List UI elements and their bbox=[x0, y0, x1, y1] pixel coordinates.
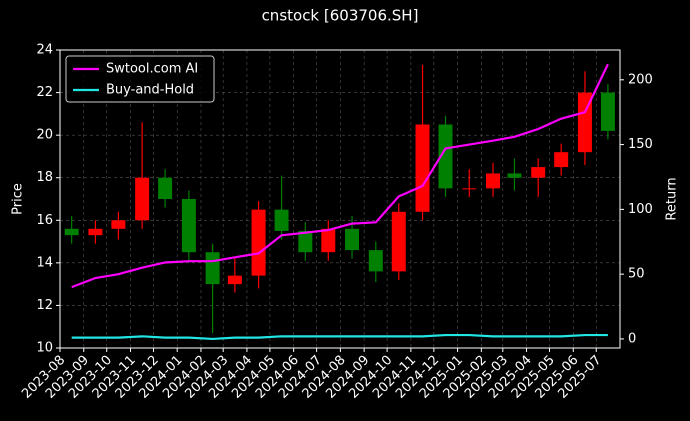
candle-body bbox=[391, 211, 406, 272]
legend-box bbox=[65, 55, 215, 103]
chart-title: cnstock [603706.SH] bbox=[262, 7, 419, 25]
y2-tick-label: 0 bbox=[628, 331, 636, 346]
legend-label: Buy-and-Hold bbox=[106, 83, 194, 98]
y-axis-label: Price bbox=[11, 183, 26, 215]
candle-body bbox=[415, 124, 430, 212]
y-tick-label: 20 bbox=[36, 128, 53, 143]
candle-body bbox=[368, 250, 383, 272]
y-tick-label: 18 bbox=[36, 170, 53, 185]
candle-body bbox=[554, 152, 569, 168]
y2-tick-label: 150 bbox=[628, 137, 653, 152]
candle-body bbox=[321, 228, 336, 253]
y2-axis-label: Return bbox=[665, 177, 680, 220]
plot-frame bbox=[59, 49, 621, 349]
candle-body bbox=[205, 252, 220, 285]
y-tick-label: 16 bbox=[36, 213, 53, 228]
return-line bbox=[71, 63, 609, 289]
y-tick-label: 24 bbox=[36, 43, 53, 58]
candle-body bbox=[486, 173, 500, 189]
candle-body bbox=[111, 220, 126, 229]
return-line bbox=[71, 333, 608, 341]
candle-body bbox=[298, 230, 313, 253]
candle-body bbox=[88, 228, 103, 236]
candle-body bbox=[64, 228, 79, 236]
y-tick-label: 14 bbox=[36, 255, 53, 270]
y2-tick-label: 100 bbox=[628, 202, 653, 217]
y2-tick-label: 50 bbox=[628, 267, 645, 282]
candle-body bbox=[227, 275, 242, 285]
candle-body bbox=[531, 167, 546, 178]
candle-body bbox=[251, 209, 266, 276]
candle-body bbox=[577, 92, 592, 153]
candle-body bbox=[135, 177, 150, 221]
y-tick-label: 10 bbox=[36, 341, 53, 356]
y-tick-label: 12 bbox=[36, 298, 53, 313]
y-tick-label: 22 bbox=[36, 85, 53, 100]
legend-label: Swtool.com AI bbox=[106, 62, 198, 77]
candle-body bbox=[438, 124, 453, 189]
candle-body bbox=[462, 188, 477, 190]
candle-body bbox=[181, 199, 196, 253]
candle-body bbox=[158, 177, 173, 199]
candle-body bbox=[600, 92, 615, 131]
candle-body bbox=[274, 209, 289, 231]
candle-body bbox=[507, 173, 522, 178]
y2-tick-label: 200 bbox=[628, 72, 653, 87]
candle-body bbox=[345, 228, 360, 251]
